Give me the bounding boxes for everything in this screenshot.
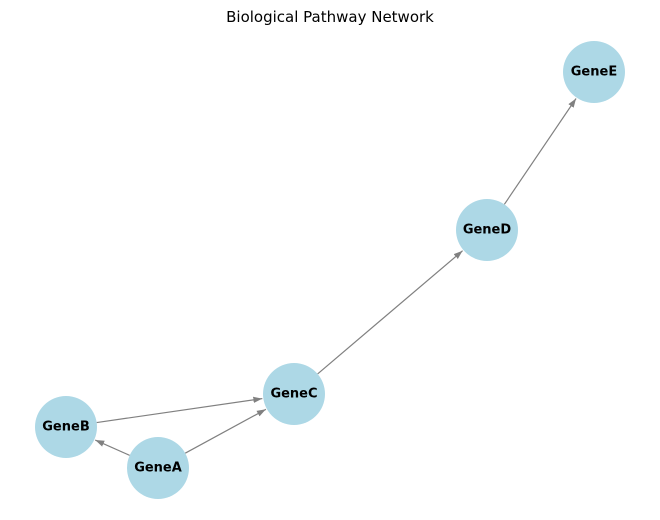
edge-geneb-to-genec [96,396,263,424]
edges-layer [94,98,577,456]
node-circle [127,437,189,499]
node-label: GeneB [42,420,89,435]
node-label: GeneD [463,223,512,238]
diagram-title: Biological Pathway Network [226,8,434,26]
node-genee: GeneE [563,41,625,103]
node-circle [35,396,97,458]
node-label: GeneA [134,461,182,476]
edge-gened-to-genee [503,98,577,205]
node-circle [263,363,325,425]
node-circle [563,41,625,103]
edge-genea-to-genec [184,408,267,454]
node-gened: GeneD [456,199,518,261]
node-genec: GeneC [263,363,325,425]
nodes-layer: GeneA GeneB GeneC GeneD GeneE [35,41,625,499]
node-circle [456,199,518,261]
edge-genea-to-geneb [94,439,130,456]
edge-genec-to-gened [317,250,464,375]
node-label: GeneC [270,387,317,402]
node-geneb: GeneB [35,396,97,458]
node-genea: GeneA [127,437,189,499]
node-label: GeneE [571,65,617,80]
